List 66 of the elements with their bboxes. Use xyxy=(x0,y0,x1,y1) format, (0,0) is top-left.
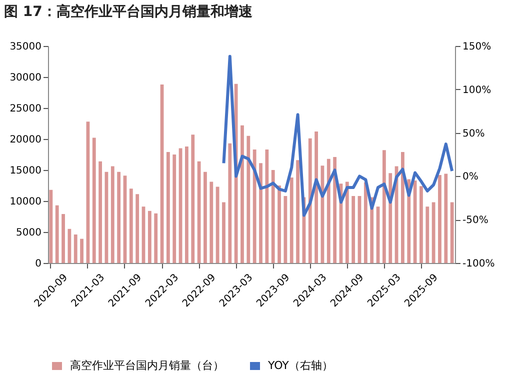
y2-tick-label: -50% xyxy=(462,215,488,226)
bar xyxy=(185,146,188,263)
bar xyxy=(166,152,170,263)
bar xyxy=(278,186,281,263)
bar xyxy=(74,234,78,263)
bar xyxy=(271,170,275,263)
bar xyxy=(110,166,114,263)
legend-label: 高空作业平台国内月销量（台） xyxy=(70,359,224,372)
bar xyxy=(80,238,84,263)
bar xyxy=(62,214,65,263)
bar xyxy=(49,190,53,263)
bar xyxy=(314,132,318,263)
bar xyxy=(450,202,454,263)
bar xyxy=(148,210,152,263)
bar xyxy=(55,205,59,263)
bar xyxy=(352,196,356,263)
bar xyxy=(252,150,256,263)
bar xyxy=(136,194,140,263)
bar xyxy=(420,186,423,263)
bar xyxy=(68,228,72,263)
bar xyxy=(154,213,158,263)
bar xyxy=(204,172,207,263)
bar xyxy=(240,125,244,263)
y-tick-label: 0 xyxy=(35,258,42,270)
y2-tick-label: 50% xyxy=(462,128,485,140)
line-series xyxy=(222,54,454,217)
bar xyxy=(290,177,294,263)
bar xyxy=(172,154,176,263)
bar xyxy=(432,202,436,263)
y-tick-label: 10000 xyxy=(10,196,42,208)
bar xyxy=(401,152,404,263)
bar xyxy=(284,196,288,263)
y-tick-label: 25000 xyxy=(10,104,42,114)
legend-label: YOY（右轴） xyxy=(267,359,333,372)
bar xyxy=(210,182,214,263)
bar xyxy=(117,172,121,263)
y2-tick-label: -100% xyxy=(462,258,495,270)
bar xyxy=(228,143,232,263)
bar xyxy=(92,138,96,263)
y-tick-label: 15000 xyxy=(10,166,42,176)
bar xyxy=(364,182,368,263)
bar xyxy=(265,150,269,263)
y2-tick-label: 100% xyxy=(462,84,492,96)
y-tick-label: 5000 xyxy=(16,228,42,238)
bar xyxy=(333,156,337,263)
y-tick-label: 30000 xyxy=(10,72,42,84)
y2-tick-label: 150% xyxy=(462,42,492,52)
bar xyxy=(345,182,349,263)
bar xyxy=(98,161,102,263)
bar xyxy=(438,174,442,263)
bar xyxy=(308,138,312,263)
bar xyxy=(216,186,220,263)
bar xyxy=(191,134,195,263)
bar xyxy=(326,158,330,263)
bar xyxy=(259,163,262,263)
bar xyxy=(444,174,448,263)
bar xyxy=(129,188,133,263)
bar xyxy=(382,150,386,263)
bar xyxy=(222,202,226,263)
chart-title: 图 17：高空作业平台国内月销量和增速 xyxy=(4,3,254,20)
y-tick-label: 20000 xyxy=(10,134,42,146)
bar xyxy=(426,206,430,263)
y-tick-label: 35000 xyxy=(10,42,42,52)
bar xyxy=(246,136,250,263)
bar xyxy=(296,160,300,263)
y2-tick-label: 0% xyxy=(462,172,478,183)
